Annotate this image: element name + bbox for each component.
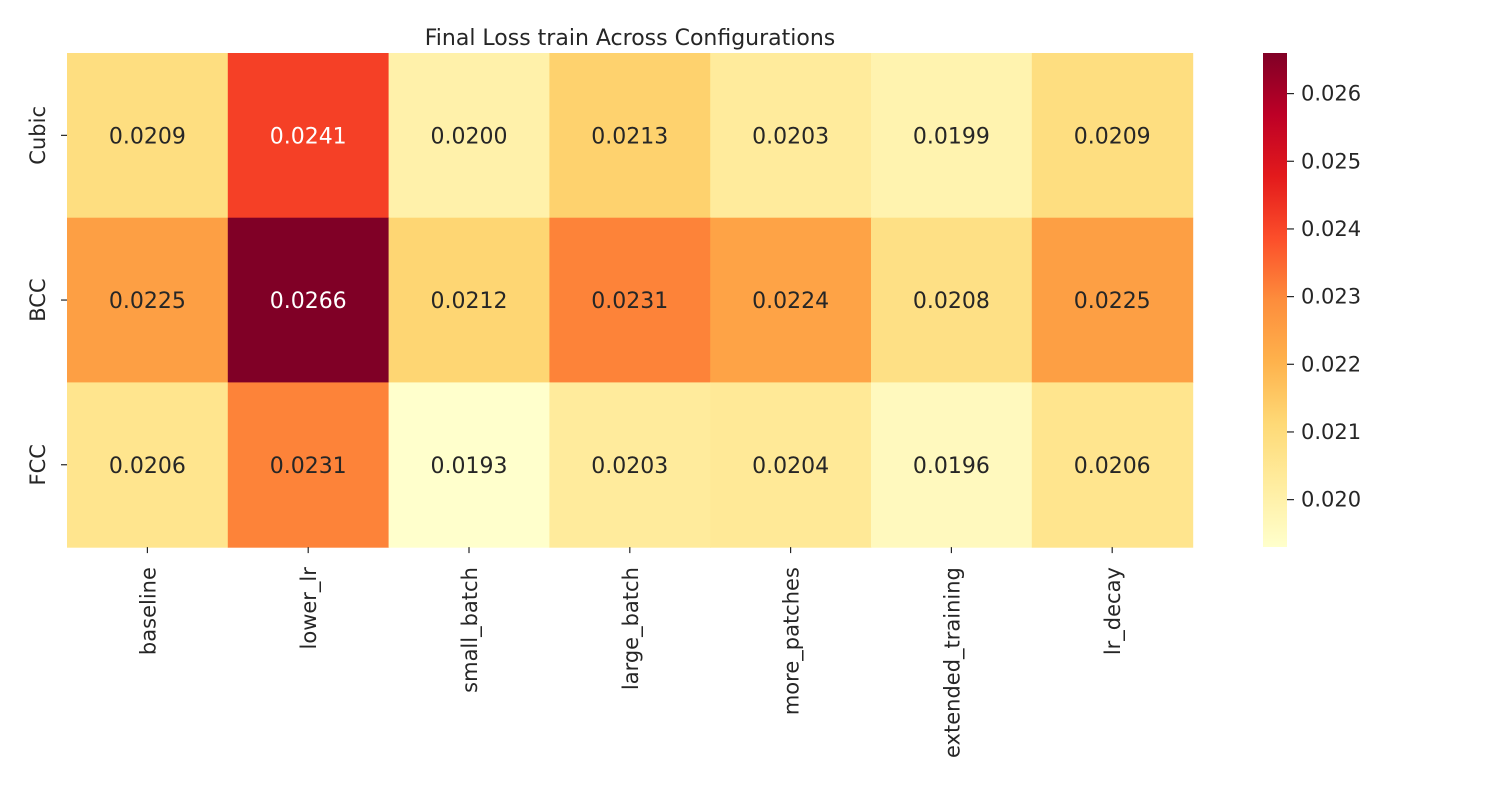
heatmap-cell — [710, 53, 872, 219]
colorbar-tick-label: 0.022 — [1301, 352, 1361, 376]
x-tick-label: extended_training — [940, 567, 965, 758]
colorbar-ticks: 0.020 0.021 0.022 0.023 0.024 0.025 0.026 — [1287, 82, 1361, 512]
y-tick-label: BCC — [26, 278, 50, 321]
cell-value-labels: 0.0209 0.0241 0.0200 0.0213 0.0203 0.0199 0.02… — [109, 124, 1151, 478]
cell-value-label: 0.0266 — [270, 289, 347, 314]
colorbar-tick-label: 0.024 — [1301, 217, 1361, 241]
heatmap-cells — [67, 53, 1194, 548]
heatmap-cell — [388, 382, 550, 548]
heatmap-cell — [871, 53, 1033, 219]
heatmap-cell — [871, 217, 1033, 383]
heatmap-cell — [67, 217, 229, 383]
y-tick-label: FCC — [26, 444, 50, 485]
heatmap-cell — [1031, 382, 1194, 548]
colorbar-tick-label: 0.025 — [1301, 149, 1361, 173]
heatmap-cell — [67, 382, 229, 548]
heatmap-cell — [227, 53, 390, 219]
cell-value-label: 0.0203 — [591, 454, 668, 479]
colorbar-tick-label: 0.020 — [1301, 488, 1361, 512]
x-tick-label: more_patches — [780, 567, 805, 715]
cell-value-label: 0.0204 — [752, 454, 829, 479]
cell-value-label: 0.0212 — [431, 289, 508, 314]
heatmap-cell — [1031, 217, 1194, 383]
cell-value-label: 0.0225 — [1074, 289, 1151, 314]
heatmap-cell — [549, 382, 711, 548]
heatmap-cell — [710, 382, 872, 548]
cell-value-label: 0.0199 — [913, 124, 990, 149]
heatmap-cell — [710, 217, 872, 383]
cell-value-label: 0.0196 — [913, 454, 990, 479]
x-tick-label: small_batch — [458, 567, 483, 693]
cell-value-label: 0.0208 — [913, 289, 990, 314]
heatmap-cell — [1031, 53, 1194, 219]
x-tick-label: lr_decay — [1101, 567, 1126, 655]
chart-title: Final Loss train Across Configurations — [425, 26, 836, 51]
y-tick-label: Cubic — [26, 106, 50, 165]
cell-value-label: 0.0209 — [1074, 124, 1151, 149]
colorbar-tick-label: 0.021 — [1301, 420, 1361, 444]
heatmap-cell — [388, 217, 550, 383]
cell-value-label: 0.0231 — [270, 454, 347, 479]
heatmap-cell — [227, 382, 390, 548]
x-axis: baseline lower_lr small_batch large_batch mo… — [136, 547, 1126, 758]
x-tick-label: lower_lr — [297, 567, 322, 650]
cell-value-label: 0.0200 — [431, 124, 508, 149]
x-tick-label: baseline — [136, 567, 160, 655]
x-tick-label: large_batch — [619, 567, 644, 690]
heatmap-cell — [67, 53, 229, 219]
cell-value-label: 0.0225 — [109, 289, 186, 314]
colorbar-tick-label: 0.026 — [1301, 82, 1361, 106]
heatmap-cell — [871, 382, 1033, 548]
colorbar: 0.020 0.021 0.022 0.023 0.024 0.025 0.026 — [1263, 53, 1361, 547]
cell-value-label: 0.0213 — [591, 124, 668, 149]
cell-value-label: 0.0206 — [109, 454, 186, 479]
heatmap-cell — [549, 217, 711, 383]
colorbar-gradient — [1263, 53, 1287, 547]
heatmap-cell — [227, 217, 390, 383]
cell-value-label: 0.0193 — [431, 454, 508, 479]
cell-value-label: 0.0209 — [109, 124, 186, 149]
y-axis: Cubic BCC FCC — [26, 106, 67, 485]
cell-value-label: 0.0206 — [1074, 454, 1151, 479]
heatmap-cell — [388, 53, 550, 219]
heatmap-cell — [549, 53, 711, 219]
cell-value-label: 0.0241 — [270, 124, 347, 149]
colorbar-tick-label: 0.023 — [1301, 285, 1361, 309]
cell-value-label: 0.0231 — [591, 289, 668, 314]
cell-value-label: 0.0203 — [752, 124, 829, 149]
cell-value-label: 0.0224 — [752, 289, 829, 314]
